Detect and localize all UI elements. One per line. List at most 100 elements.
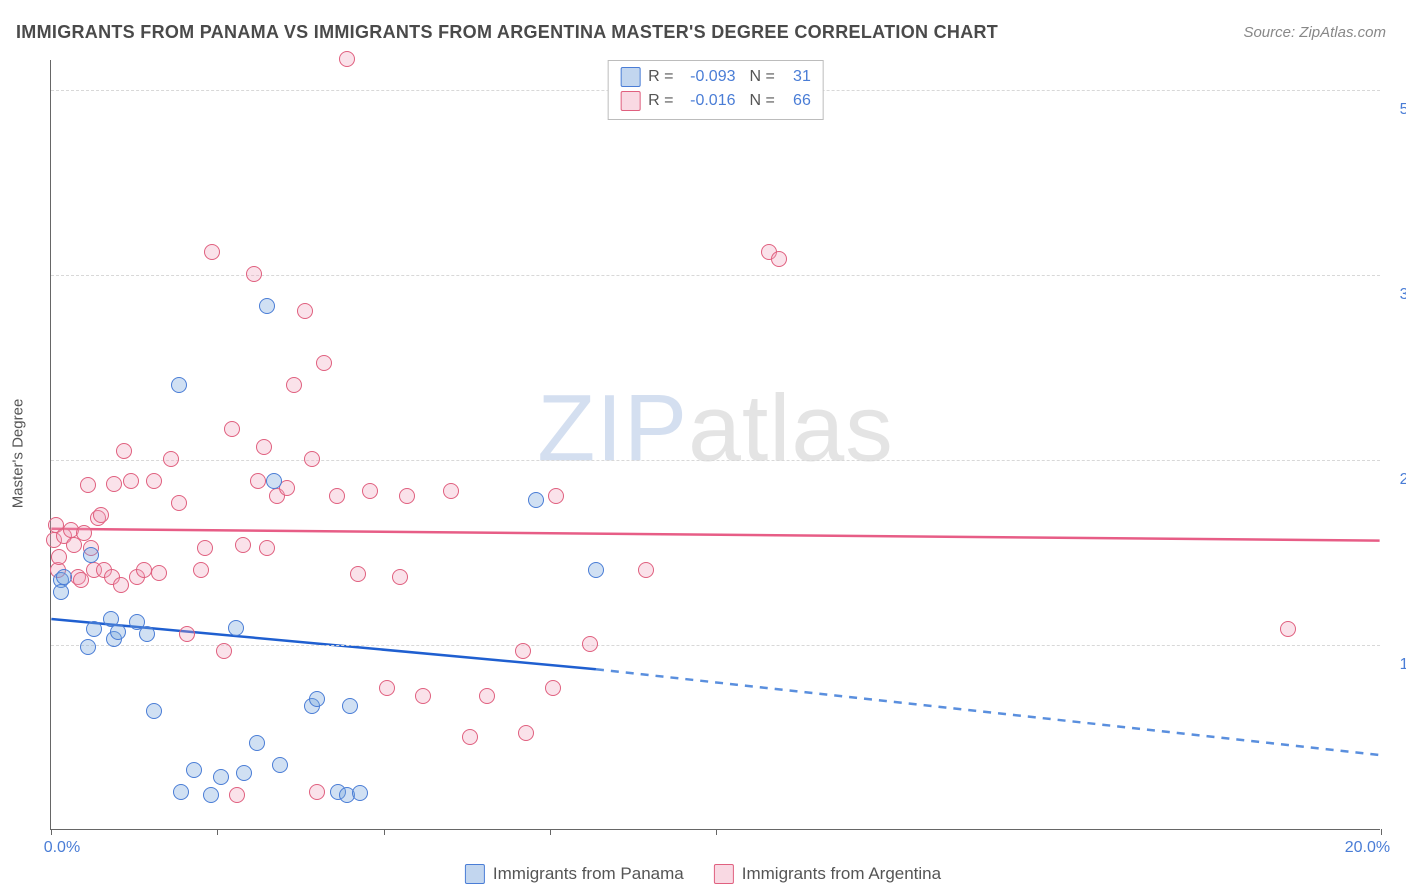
y-tick-label: 12.5% [1400,656,1406,674]
y-tick-label: 50.0% [1400,101,1406,119]
source-attribution: Source: ZipAtlas.com [1243,24,1386,41]
data-point [139,626,155,642]
r-value-argentina: -0.016 [682,89,736,113]
data-point [106,476,122,492]
legend-bottom: Immigrants from Panama Immigrants from A… [465,864,941,884]
watermark-atlas: atlas [688,376,894,482]
data-point [163,451,179,467]
data-point [193,562,209,578]
trend-lines-layer [51,60,1380,829]
data-point [350,566,366,582]
y-tick-label: 25.0% [1400,471,1406,489]
data-point [266,473,282,489]
data-point [297,303,313,319]
data-point [316,355,332,371]
data-point [259,540,275,556]
data-point [309,691,325,707]
data-point [73,572,89,588]
data-point [250,473,266,489]
chart-title: IMMIGRANTS FROM PANAMA VS IMMIGRANTS FRO… [16,22,998,43]
plot-area: ZIPatlas R = -0.093 N = 31 R = -0.016 N … [50,60,1380,830]
grid-line [51,645,1380,646]
data-point [116,443,132,459]
data-point [304,451,320,467]
legend-item-argentina: Immigrants from Argentina [714,864,941,884]
data-point [256,439,272,455]
data-point [415,688,431,704]
legend-label-argentina: Immigrants from Argentina [742,864,941,884]
data-point [216,643,232,659]
r-label: R = [648,89,673,113]
legend-label-panama: Immigrants from Panama [493,864,684,884]
data-point [362,483,378,499]
x-tick [51,829,52,835]
data-point [203,787,219,803]
data-point [236,765,252,781]
data-point [110,624,126,640]
grid-line [51,460,1380,461]
swatch-blue-icon [620,67,640,87]
data-point [342,698,358,714]
data-point [515,643,531,659]
data-point [213,769,229,785]
data-point [352,785,368,801]
data-point [197,540,213,556]
data-point [272,757,288,773]
data-point [171,495,187,511]
data-point [113,577,129,593]
data-point [53,584,69,600]
data-point [146,703,162,719]
data-point [173,784,189,800]
r-label: R = [648,65,673,89]
data-point [228,620,244,636]
n-value-panama: 31 [783,65,811,89]
x-tick-label: 20.0% [1345,839,1390,857]
data-point [518,725,534,741]
legend-stats-row-panama: R = -0.093 N = 31 [620,65,811,89]
n-value-argentina: 66 [783,89,811,113]
data-point [771,251,787,267]
data-point [399,488,415,504]
data-point [83,547,99,563]
swatch-blue-icon [465,864,485,884]
data-point [545,680,561,696]
x-tick-label: 0.0% [44,839,80,857]
data-point [179,626,195,642]
trend-line [596,669,1380,755]
x-tick [217,829,218,835]
data-point [186,762,202,778]
trend-line [51,529,1379,541]
data-point [123,473,139,489]
data-point [235,537,251,553]
data-point [51,549,67,565]
x-tick [1381,829,1382,835]
data-point [462,729,478,745]
data-point [582,636,598,652]
data-point [136,562,152,578]
data-point [548,488,564,504]
data-point [171,377,187,393]
data-point [1280,621,1296,637]
legend-stats-row-argentina: R = -0.016 N = 66 [620,89,811,113]
data-point [339,51,355,67]
data-point [249,735,265,751]
data-point [528,492,544,508]
watermark-logo: ZIPatlas [537,375,893,484]
data-point [286,377,302,393]
data-point [479,688,495,704]
watermark-zip: ZIP [537,376,688,482]
swatch-pink-icon [620,91,640,111]
data-point [246,266,262,282]
r-value-panama: -0.093 [682,65,736,89]
data-point [392,569,408,585]
x-tick [384,829,385,835]
data-point [309,784,325,800]
data-point [76,525,92,541]
data-point [329,488,345,504]
data-point [443,483,459,499]
data-point [80,639,96,655]
y-tick-label: 37.5% [1400,286,1406,304]
n-label: N = [750,89,775,113]
swatch-pink-icon [714,864,734,884]
x-tick [550,829,551,835]
